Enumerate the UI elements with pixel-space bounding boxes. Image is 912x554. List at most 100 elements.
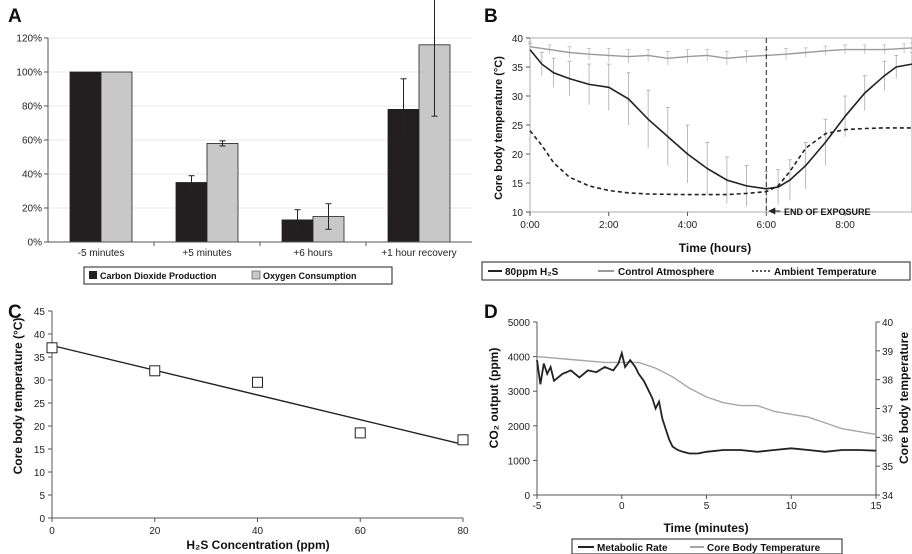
- y-tick-label: 40%: [22, 170, 42, 181]
- end-of-exposure-arrow: [768, 207, 776, 215]
- y-tick-label: 35: [34, 353, 46, 364]
- y-tick-label: 5: [39, 491, 45, 502]
- panel-b-x-label: Time (hours): [679, 241, 751, 255]
- panel-a-x-ticks: -5 minutes +5 minutes +6 hours +1 hour reco…: [78, 242, 457, 259]
- y-tick-label: 45: [34, 307, 46, 318]
- y-tick-label: 4000: [508, 353, 531, 364]
- data-point: [149, 365, 161, 377]
- panel-d-y-label: CO₂ output (ppm): [487, 348, 501, 449]
- y-tick-label: 10: [34, 468, 46, 479]
- legend-label-metabolic: Metabolic Rate: [597, 543, 668, 554]
- panel-a-legend: Carbon Dioxide Production Oxygen Consump…: [83, 266, 393, 285]
- x-tick-label: 80: [457, 526, 469, 537]
- x-tick-label: 15: [870, 501, 882, 512]
- x-tick-label: 0: [49, 526, 55, 537]
- legend-label-ambient: Ambient Temperature: [774, 267, 877, 278]
- y-tick-label: 1000: [508, 456, 531, 467]
- panel-d-legend-box: [571, 538, 843, 554]
- x-tick-label: 60: [355, 526, 367, 537]
- y-tick-label-right: 39: [882, 347, 894, 358]
- data-point: [252, 376, 263, 388]
- x-tick-label: +6 hours: [293, 248, 332, 259]
- x-tick-label: 6:00: [757, 220, 777, 231]
- y-tick-label-right: 37: [882, 405, 894, 416]
- y-tick-label: 35: [512, 63, 524, 74]
- y-tick-label: 30: [34, 376, 46, 387]
- legend-swatch-co2: [89, 271, 97, 279]
- y-tick-label: 100%: [16, 68, 42, 79]
- panel-letter-d: D: [484, 302, 498, 323]
- panel-c-plot: [46, 311, 469, 519]
- panel-b-legend: 80ppm H₂S Control Atmosphere Ambient Tem…: [481, 261, 911, 281]
- y-tick-label: 20%: [22, 204, 42, 215]
- panel-b-y-ticks: 10 15 20 25 30 35 40: [512, 34, 530, 219]
- x-tick-label: 4:00: [678, 220, 698, 231]
- panel-d-x-label: Time (minutes): [663, 521, 748, 535]
- y-tick-label: 5000: [508, 318, 531, 329]
- x-tick-label: 20: [149, 526, 161, 537]
- y-tick-label: 20: [512, 150, 524, 161]
- y-tick-label: 0%: [28, 238, 43, 249]
- x-tick-label: 0: [619, 501, 625, 512]
- y-tick-label: 20: [34, 422, 46, 433]
- y-tick-label: 40: [34, 330, 46, 341]
- bar-co2: [175, 182, 208, 243]
- x-tick-label: -5 minutes: [78, 248, 125, 259]
- series-line-ambient: [529, 127, 912, 196]
- x-tick-label: 8:00: [835, 220, 855, 231]
- y-tick-label: 0: [524, 491, 530, 502]
- panel-d-legend: Metabolic Rate Core Body Temperature: [571, 538, 843, 554]
- legend-label-co2: Carbon Dioxide Production: [100, 271, 217, 281]
- y-tick-label: 30: [512, 92, 524, 103]
- data-point: [46, 342, 58, 354]
- panel-letter-c: C: [8, 302, 22, 323]
- x-tick-label: +5 minutes: [182, 248, 231, 259]
- x-tick-label: 5: [704, 501, 710, 512]
- data-point: [354, 427, 366, 439]
- panel-b-legend-box: [481, 261, 911, 281]
- series-line-h2s: [529, 49, 912, 190]
- series-line-control: [529, 46, 912, 60]
- series-line-core-temp: [536, 355, 877, 436]
- panel-b: B 10 15 20 25 30 35 40 0:00 2:00 4:00 6:00 8:00 Co…: [481, 6, 912, 281]
- y-tick-label-right: 40: [882, 318, 894, 329]
- legend-swatch-o2: [251, 270, 261, 280]
- panel-letter-b: B: [484, 6, 498, 27]
- panel-letter-a: A: [8, 6, 22, 27]
- bar-co2: [69, 71, 102, 243]
- panel-b-y-label: Core body temperature (°C): [493, 56, 505, 200]
- y-tick-label: 60%: [22, 136, 42, 147]
- legend-label-control: Control Atmosphere: [618, 267, 715, 278]
- x-tick-label: -5: [533, 501, 542, 512]
- x-tick-label: 40: [252, 526, 264, 537]
- panel-d: D 0 1000 2000 3000 4000 5000 34 35 36 37 38 39 40 -…: [484, 302, 911, 554]
- legend-label-o2: Oxygen Consumption: [263, 271, 357, 281]
- end-of-exposure-label: END OF EXPOSURE: [784, 207, 871, 217]
- panel-a-legend-box: [83, 266, 393, 285]
- panel-c-y-label: Core body temperature (°C): [11, 318, 25, 475]
- y-tick-label: 2000: [508, 422, 531, 433]
- panel-d-plot: [536, 322, 877, 496]
- x-tick-label: 2:00: [599, 220, 619, 231]
- y-tick-label: 10: [512, 208, 524, 219]
- y-tick-label: 120%: [16, 34, 42, 45]
- panel-a: A 0% 20% 40% 60% 80% 100% 120% -5 minutes +5 mi…: [8, 0, 472, 285]
- panel-b-plot: [528, 37, 912, 215]
- series-line-metabolic: [536, 349, 877, 455]
- panel-b-plot-area: [529, 37, 912, 213]
- panel-a-bars: [69, 0, 451, 243]
- trendline: [51, 344, 464, 446]
- y-tick-label: 0: [39, 514, 45, 525]
- y-tick-label: 15: [34, 445, 46, 456]
- panel-d-y-ticks: 0 1000 2000 3000 4000 5000: [508, 318, 537, 502]
- panel-b-x-ticks: 0:00 2:00 4:00 6:00 8:00: [520, 212, 855, 231]
- bar-o2: [206, 142, 239, 243]
- y-tick-label-right: 36: [882, 433, 894, 444]
- y-tick-label-right: 34: [882, 491, 894, 502]
- y-tick-label: 3000: [508, 387, 531, 398]
- panel-c-x-ticks: 0 20 40 60 80: [49, 518, 469, 537]
- legend-label-h2s: 80ppm H₂S: [505, 267, 559, 278]
- x-tick-label: +1 hour recovery: [381, 248, 456, 259]
- y-tick-label: 25: [34, 399, 46, 410]
